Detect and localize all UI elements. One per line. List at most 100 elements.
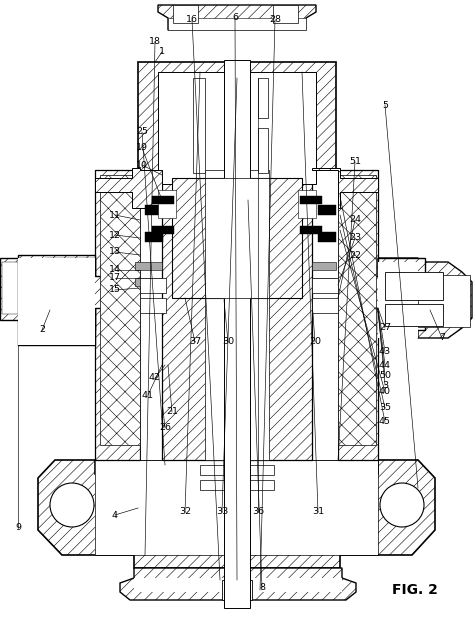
Polygon shape [140,298,166,313]
Polygon shape [158,190,176,218]
Polygon shape [205,178,269,298]
Polygon shape [0,255,95,345]
Polygon shape [95,168,162,208]
Text: 27: 27 [379,324,391,332]
Polygon shape [273,5,298,23]
Text: 25: 25 [136,128,148,136]
Text: 19: 19 [136,143,148,153]
Text: 43: 43 [379,347,391,356]
Text: 10: 10 [136,161,148,169]
Text: 11: 11 [109,211,121,219]
Polygon shape [152,226,174,234]
Polygon shape [132,178,162,268]
Polygon shape [134,578,342,592]
Text: 2: 2 [39,326,45,335]
Polygon shape [258,128,268,173]
Polygon shape [140,278,166,293]
Text: 15: 15 [109,285,121,294]
Polygon shape [2,262,18,314]
Polygon shape [38,460,435,568]
Polygon shape [135,278,162,286]
Text: 4: 4 [112,510,118,520]
Text: 17: 17 [109,273,121,283]
Text: 26: 26 [159,423,171,433]
Text: 8: 8 [259,583,265,593]
Text: 6: 6 [232,14,238,22]
Polygon shape [312,170,338,460]
Polygon shape [172,178,302,298]
Polygon shape [152,196,174,204]
Polygon shape [418,275,470,327]
Polygon shape [173,5,198,23]
Text: 42: 42 [149,373,161,383]
Polygon shape [158,72,316,184]
Polygon shape [100,175,140,445]
Polygon shape [145,205,163,215]
Polygon shape [193,78,205,173]
Polygon shape [95,460,378,555]
Polygon shape [298,190,316,218]
Text: FIG. 2: FIG. 2 [392,583,438,597]
Polygon shape [258,78,268,118]
Text: 40: 40 [379,388,391,397]
Text: 16: 16 [186,16,198,25]
Polygon shape [312,168,378,208]
Text: 7: 7 [439,334,445,342]
Polygon shape [300,226,322,234]
Text: 3: 3 [382,381,388,389]
Text: 13: 13 [109,247,121,257]
Polygon shape [120,568,356,600]
Text: 45: 45 [379,417,391,427]
Polygon shape [312,262,336,270]
Polygon shape [138,62,336,192]
Text: 5: 5 [382,100,388,110]
Polygon shape [168,18,306,30]
Polygon shape [205,170,269,460]
Polygon shape [95,170,140,460]
Polygon shape [18,258,95,345]
Circle shape [380,483,424,527]
Text: 37: 37 [189,337,201,347]
Polygon shape [312,278,338,293]
Text: 12: 12 [109,231,121,239]
Polygon shape [140,170,162,460]
Polygon shape [318,232,336,242]
Text: 31: 31 [312,508,324,516]
Polygon shape [224,60,250,608]
Text: 9: 9 [15,523,21,533]
Polygon shape [135,262,162,270]
Polygon shape [45,258,162,330]
Polygon shape [228,598,246,606]
Text: 14: 14 [109,265,121,275]
Polygon shape [338,170,378,460]
Text: 1: 1 [159,48,165,56]
Polygon shape [300,196,322,204]
Text: 30: 30 [222,337,234,347]
Polygon shape [312,298,338,313]
Polygon shape [385,304,443,326]
Polygon shape [200,480,274,490]
Polygon shape [385,272,443,300]
Text: 50: 50 [379,371,391,379]
Text: 20: 20 [309,337,321,347]
Text: 51: 51 [349,157,361,167]
Text: 36: 36 [252,508,264,516]
Polygon shape [312,278,336,286]
Text: 22: 22 [349,250,361,260]
Polygon shape [378,258,472,338]
Text: 32: 32 [179,508,191,516]
Text: 33: 33 [216,508,228,516]
Polygon shape [158,5,316,30]
Polygon shape [338,175,376,445]
Polygon shape [312,178,340,268]
Text: 44: 44 [379,360,391,370]
Polygon shape [312,258,425,330]
Polygon shape [318,205,336,215]
Text: 35: 35 [379,404,391,412]
Polygon shape [222,580,252,600]
Text: 41: 41 [142,391,154,399]
Text: 28: 28 [269,16,281,25]
Text: 18: 18 [149,37,161,46]
Text: 24: 24 [349,216,361,224]
Circle shape [50,483,94,527]
